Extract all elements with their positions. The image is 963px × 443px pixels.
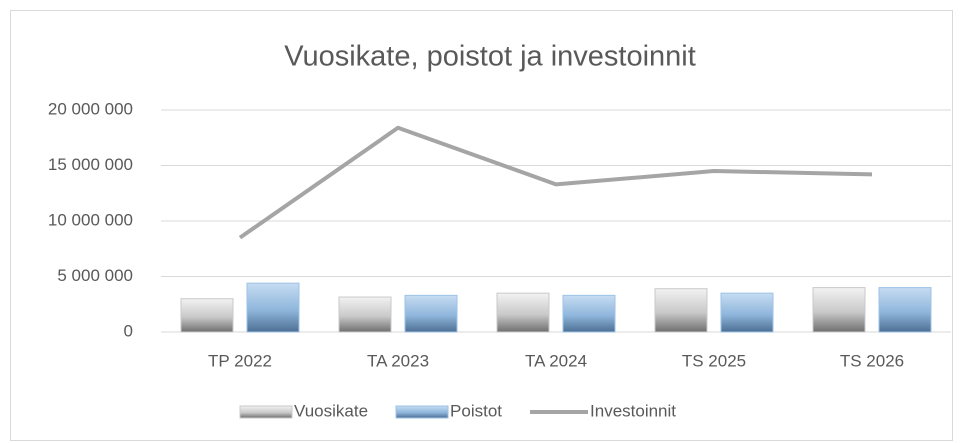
chart-title: Vuosikate, poistot ja investoinnit [284, 41, 696, 73]
legend-label: Investoinnit [590, 401, 676, 420]
bar [246, 282, 300, 333]
bar [654, 288, 708, 333]
legend-label: Vuosikate [294, 401, 368, 420]
legend-swatch [239, 405, 293, 419]
bar [812, 287, 866, 333]
y-tick-label: 10 000 000 [48, 210, 133, 229]
x-tick-label: TA 2023 [367, 351, 429, 370]
bar [180, 298, 234, 333]
bar [878, 287, 932, 333]
line-series [238, 125, 873, 240]
bar [496, 292, 550, 333]
x-tick-label: TS 2025 [682, 351, 746, 370]
chart-border [10, 10, 953, 441]
y-tick-label: 15 000 000 [48, 155, 133, 174]
bar [720, 292, 774, 333]
legend-label: Poistot [450, 401, 502, 420]
y-tick-label: 0 [124, 321, 133, 340]
bar [338, 296, 392, 333]
legend-swatch [395, 405, 449, 419]
x-tick-label: TA 2024 [525, 351, 587, 370]
x-tick-label: TS 2026 [840, 351, 904, 370]
x-tick-label: TP 2022 [208, 351, 272, 370]
y-tick-label: 20 000 000 [48, 99, 133, 118]
y-tick-label: 5 000 000 [57, 266, 133, 285]
bar [562, 294, 616, 333]
bar [404, 294, 458, 333]
